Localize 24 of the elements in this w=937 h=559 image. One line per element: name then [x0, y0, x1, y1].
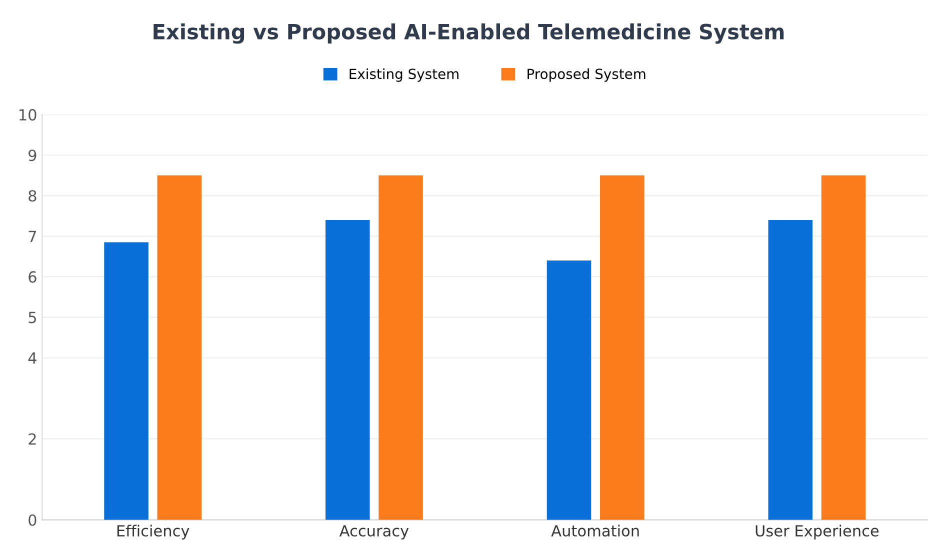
legend-label: Proposed System: [528, 68, 646, 82]
y-tick-label: 9: [28, 150, 36, 162]
legend-label: Existing System: [350, 68, 458, 82]
bar: [104, 242, 148, 520]
x-tick-label: Accuracy: [339, 525, 409, 540]
bar: [378, 175, 423, 520]
x-tick-label: Efficiency: [117, 524, 190, 540]
bar: [326, 220, 370, 520]
y-tick-label: 10: [20, 109, 36, 121]
y-tick-label: 2: [28, 433, 36, 445]
bar: [157, 175, 202, 520]
x-tick-label: User Experience: [756, 524, 879, 540]
chart-title: Existing vs Proposed AI-Enabled Telemedicine System: [154, 23, 784, 44]
y-tick-label: 8: [28, 190, 36, 202]
bar: [768, 220, 813, 520]
y-tick-label: 5: [28, 312, 36, 324]
x-tick-label: Automation: [551, 524, 639, 537]
bar: [821, 175, 866, 520]
y-tick-label: 7: [28, 230, 36, 242]
y-tick-label: 4: [28, 352, 36, 364]
bar: [546, 260, 592, 520]
bar: [600, 175, 644, 520]
y-tick-label: 0: [28, 514, 36, 526]
y-tick-label: 6: [28, 271, 36, 283]
